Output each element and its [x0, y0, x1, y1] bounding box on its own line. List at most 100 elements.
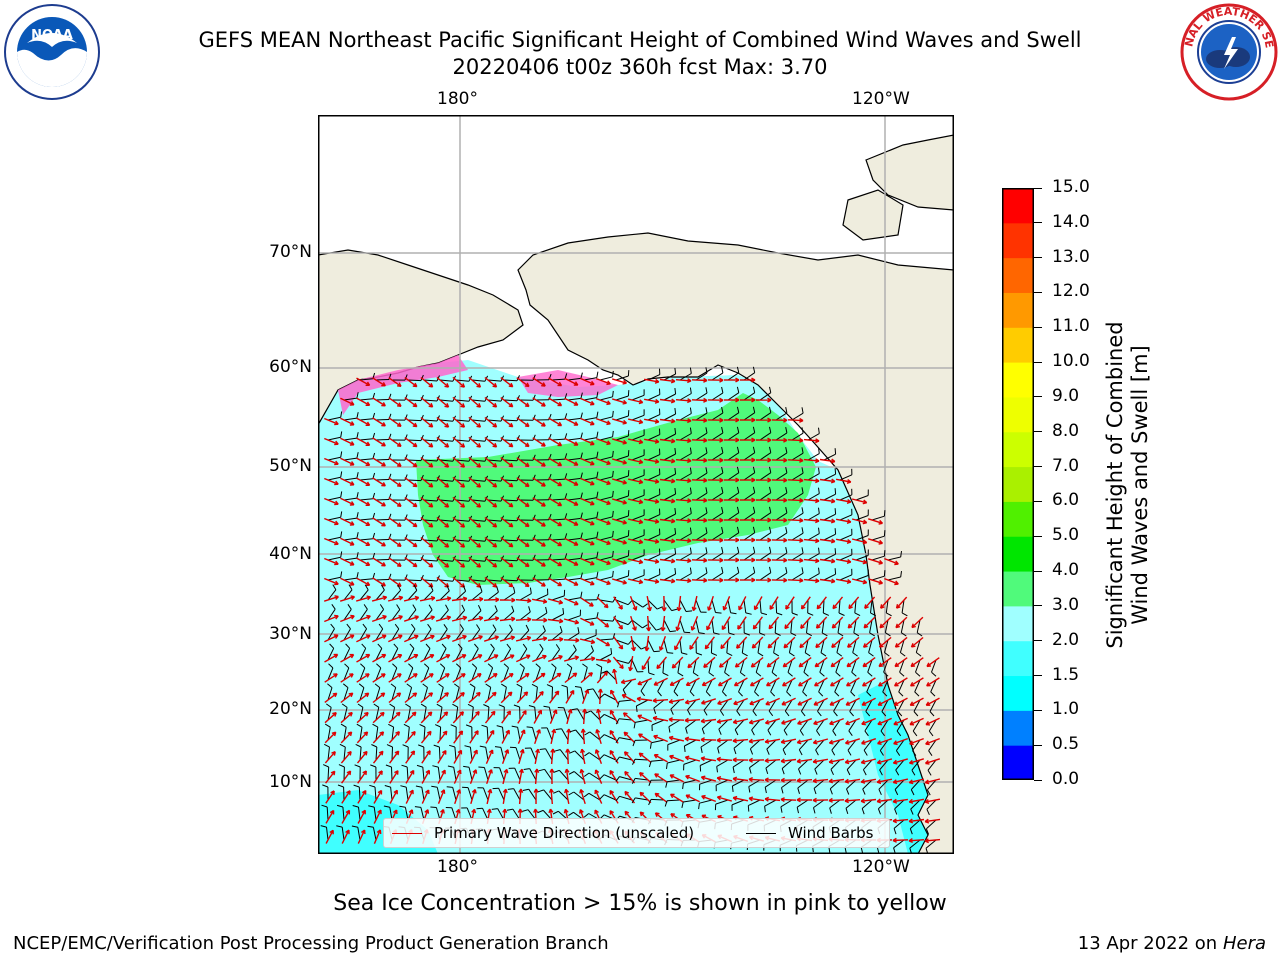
land-arctic-islands: [865, 134, 954, 211]
wave-direction-arrow: [324, 634, 339, 643]
wave-direction-arrow: [654, 792, 668, 803]
wind-barb: [726, 639, 733, 657]
wave-direction-arrow: [700, 775, 717, 782]
wave-direction-arrow: [750, 656, 764, 668]
wave-direction-arrow: [373, 809, 382, 824]
wind-barb: [343, 392, 359, 401]
wave-direction-arrow: [324, 477, 339, 486]
colorbar-tick-label: 14.0: [1052, 211, 1090, 232]
wind-barb: [599, 430, 614, 441]
legend-item-wind: Wind Barbs: [746, 824, 873, 842]
wind-barb: [782, 739, 793, 756]
wave-direction-arrow: [388, 377, 402, 387]
wave-direction-arrow: [701, 677, 716, 687]
wave-direction-arrow: [340, 537, 355, 546]
wind-barb: [759, 506, 772, 521]
wave-direction-arrow: [484, 496, 498, 508]
wave-direction-arrow: [814, 657, 828, 668]
wave-direction-arrow: [690, 616, 699, 631]
wave-direction-arrow: [452, 634, 467, 643]
wave-direction-arrow: [862, 636, 876, 648]
wave-direction-arrow: [404, 497, 418, 508]
wind-barb: [663, 528, 677, 541]
wave-direction-arrow: [669, 677, 684, 686]
wind-barb: [928, 719, 937, 737]
wind-barb: [909, 819, 921, 835]
wind-barb: [551, 663, 557, 681]
wave-direction-arrow: [340, 653, 355, 663]
wind-barb: [574, 686, 585, 701]
wave-direction-arrow: [484, 376, 498, 388]
lat-label-20n: 20°N: [269, 699, 312, 719]
wind-barb: [569, 729, 585, 741]
wind-barb: [343, 552, 359, 561]
wind-barb: [894, 779, 905, 796]
wave-direction-arrow: [516, 517, 530, 528]
wind-barb: [439, 604, 449, 621]
wind-barb: [599, 530, 614, 541]
wind-barb: [631, 569, 645, 581]
wind-barb: [535, 625, 546, 641]
wave-direction-arrow: [324, 731, 337, 744]
wind-barb: [743, 546, 756, 561]
wind-barb: [711, 566, 724, 581]
wind-barb: [359, 584, 369, 601]
colorbar-tick-label: 0.0: [1052, 769, 1080, 789]
wave-direction-arrow: [787, 537, 804, 543]
wind-barb: [582, 663, 588, 681]
wind-barb: [710, 639, 718, 656]
wind-barb: [727, 506, 740, 521]
wind-barb: [752, 699, 761, 717]
wind-barb: [373, 703, 380, 721]
wave-direction-arrow: [580, 437, 595, 446]
wave-direction-arrow: [685, 774, 700, 783]
wind-barb: [804, 639, 811, 657]
wind-barb: [806, 619, 813, 637]
map-panel: [318, 115, 954, 854]
wave-direction-arrow: [780, 758, 797, 764]
wind-barb: [551, 608, 565, 621]
wave-direction-arrow: [879, 616, 892, 629]
wave-direction-arrow: [909, 737, 924, 746]
wind-barb: [546, 684, 553, 701]
wind-barb: [343, 412, 359, 421]
wind-barb: [882, 679, 889, 697]
wind-barb: [698, 799, 713, 810]
footer-date-text: 13 Apr 2022 on: [1077, 933, 1218, 954]
wind-barb: [323, 743, 330, 761]
wind-barb: [823, 508, 837, 521]
wave-direction-arrow: [564, 655, 580, 662]
wave-direction-arrow: [796, 797, 813, 803]
wave-direction-arrow: [813, 717, 828, 726]
wave-direction-arrow: [732, 757, 749, 763]
wind-barb: [531, 683, 538, 701]
wind-barb: [648, 779, 665, 786]
wind-barb: [492, 787, 505, 801]
wind-barb: [327, 571, 343, 581]
wind-barb: [631, 529, 645, 541]
wind-barb: [416, 764, 425, 781]
wave-direction-arrow: [707, 577, 724, 583]
wave-direction-arrow: [740, 437, 756, 443]
wave-direction-arrow: [740, 377, 756, 383]
wave-direction-arrow: [356, 711, 369, 724]
colorbar-border: [1002, 188, 1034, 780]
wave-direction-arrow: [564, 497, 579, 506]
wind-barb: [528, 705, 537, 721]
wave-direction-arrow: [468, 496, 482, 508]
wave-direction-arrow: [718, 656, 732, 668]
wind-barb: [567, 552, 583, 561]
wind-barb: [791, 407, 804, 421]
wave-direction-arrow: [724, 477, 740, 483]
wave-direction-arrow: [627, 538, 644, 545]
wave-direction-arrow: [452, 516, 466, 528]
wave-direction-arrow: [518, 788, 524, 805]
sea-ice-bering: [518, 370, 618, 397]
wind-barb: [695, 527, 708, 541]
wind-barb: [786, 679, 793, 697]
wave-direction-arrow: [643, 458, 660, 464]
wind-barb: [375, 623, 384, 641]
wave-direction-arrow: [700, 737, 717, 743]
wave-direction-arrow: [515, 598, 532, 604]
wind-barb: [816, 719, 825, 736]
